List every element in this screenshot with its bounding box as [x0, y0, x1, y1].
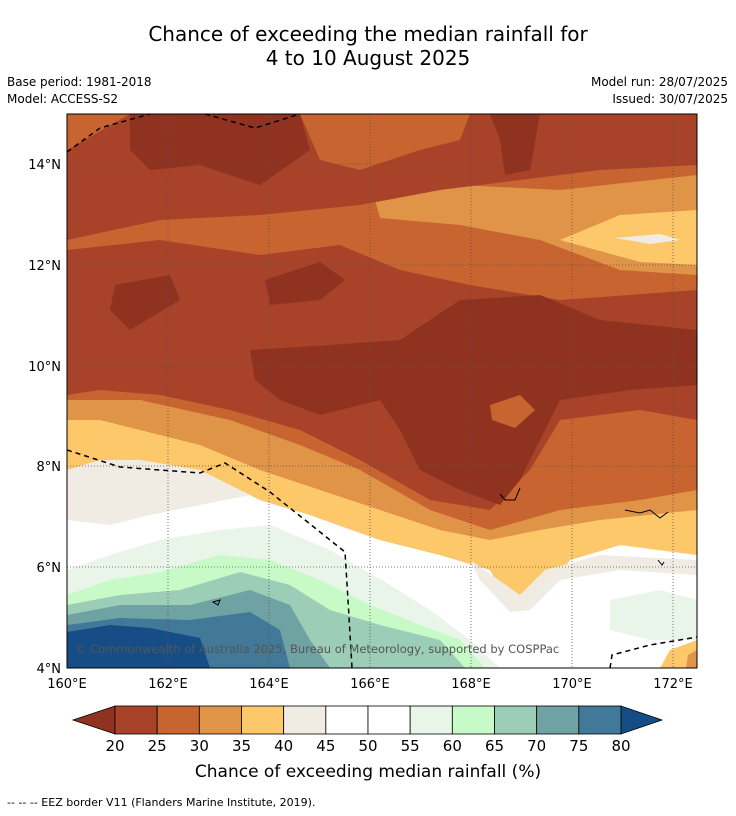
rainfall-map: © Commonwealth of Australia 2025, Bureau… [28, 113, 698, 755]
title-line-1: Chance of exceeding the median rainfall … [148, 22, 588, 46]
colorbar-tick-60: 60 [443, 737, 462, 755]
x-tick-6: 172°E [653, 677, 693, 692]
y-tick-1: 12°N [28, 259, 61, 274]
meta-left: Base period: 1981-2018 Model: ACCESS-S2 [7, 74, 152, 108]
rainfall-field [67, 114, 697, 668]
model-name: Model: ACCESS-S2 [7, 92, 119, 106]
eez-border-se [609, 636, 697, 668]
eez-border [67, 114, 697, 668]
y-tick-0: 14°N [28, 158, 61, 173]
band-40-45-west [67, 460, 250, 525]
y-tick-2: 10°N [28, 360, 61, 375]
colorbar-cell-7 [409, 705, 453, 735]
colorbar-under-arrow [71, 705, 116, 735]
y-tick-3: 8°N [37, 460, 62, 475]
colorbar-cell-1 [156, 705, 200, 735]
colorbar-tick-35: 35 [232, 737, 251, 755]
colorbar-tick-30: 30 [190, 737, 209, 755]
x-tick-1: 162°E [148, 677, 188, 692]
colorbar-tick-80: 80 [611, 737, 630, 755]
band-20-25-center-north [265, 262, 345, 305]
colorbar-cell-11 [578, 705, 622, 735]
colorbar-cell-4 [283, 705, 327, 735]
x-tick-4: 168°E [451, 677, 491, 692]
band-55-60-east [610, 590, 697, 640]
graticule [67, 114, 697, 668]
issued-date: Issued: 30/07/2025 [612, 92, 728, 106]
band-20-25-ne [490, 114, 540, 175]
colorbar-over-arrow [620, 705, 664, 735]
x-tick-3: 166°E [350, 677, 390, 692]
eez-border-nw [67, 114, 151, 153]
colorbar-cell-10 [536, 705, 580, 735]
band-35-40-se [686, 650, 697, 668]
band-30-inner [490, 395, 535, 428]
colorbar-cell-2 [198, 705, 242, 735]
colorbar-tick-70: 70 [527, 737, 546, 755]
eez-border-central [67, 449, 353, 668]
colorbar-labels: 20 25 30 35 40 45 50 55 60 65 70 75 80 [105, 737, 630, 755]
copyright-text: © Commonwealth of Australia 2025, Bureau… [75, 642, 559, 656]
colorbar-cell-6 [367, 705, 411, 735]
band-40-45-south [67, 420, 697, 605]
map-title: Chance of exceeding the median rainfall … [0, 22, 736, 70]
colorbar-tick-55: 55 [401, 737, 420, 755]
colorbar-tick-65: 65 [485, 737, 504, 755]
band-80-plus [67, 625, 210, 668]
colorbar: 20 25 30 35 40 45 50 55 60 65 70 75 80 [71, 705, 664, 755]
band-40-45-center [470, 555, 697, 612]
y-tick-4: 6°N [37, 561, 62, 576]
x-axis: 160°E 162°E 164°E 166°E 168°E 170°E 172°… [47, 677, 693, 692]
model-run: Model run: 28/07/2025 [590, 75, 728, 89]
band-45-east [615, 234, 680, 244]
colorbar-tick-20: 20 [105, 737, 124, 755]
colorbar-cell-8 [451, 705, 495, 735]
band-20-25-west [110, 275, 180, 330]
band-20-25-core [250, 295, 697, 505]
colorbar-tick-50: 50 [358, 737, 377, 755]
meta-right: Model run: 28/07/2025 Issued: 30/07/2025 [591, 74, 728, 108]
colorbar-title: Chance of exceeding median rainfall (%) [194, 762, 542, 782]
colorbar-tick-45: 45 [316, 737, 335, 755]
colorbar-cell-3 [241, 705, 285, 735]
island-center [499, 487, 521, 501]
colorbar-tick-40: 40 [274, 737, 293, 755]
colorbar-cells [114, 705, 622, 735]
x-tick-2: 164°E [249, 677, 289, 692]
colorbar-cell-5 [325, 705, 369, 735]
colorbar-cell-9 [494, 705, 538, 735]
islands [211, 487, 669, 606]
y-axis: 14°N 12°N 10°N 8°N 6°N 4°N [28, 158, 61, 677]
band-20-25-north [130, 114, 310, 185]
eez-footnote: -- -- -- EEZ border V11 (Flanders Marine… [7, 796, 316, 809]
colorbar-tick-25: 25 [148, 737, 167, 755]
island-east [657, 559, 665, 566]
island-marshall [624, 509, 669, 519]
x-tick-0: 160°E [47, 677, 87, 692]
colorbar-cell-0 [114, 705, 158, 735]
map-frame [66, 113, 698, 669]
island-south [211, 599, 221, 606]
x-tick-5: 170°E [552, 677, 592, 692]
base-period: Base period: 1981-2018 [7, 75, 152, 89]
eez-border-n [204, 114, 301, 129]
y-tick-5: 4°N [37, 662, 62, 677]
title-line-2: 4 to 10 August 2025 [265, 46, 471, 70]
colorbar-tick-75: 75 [569, 737, 588, 755]
